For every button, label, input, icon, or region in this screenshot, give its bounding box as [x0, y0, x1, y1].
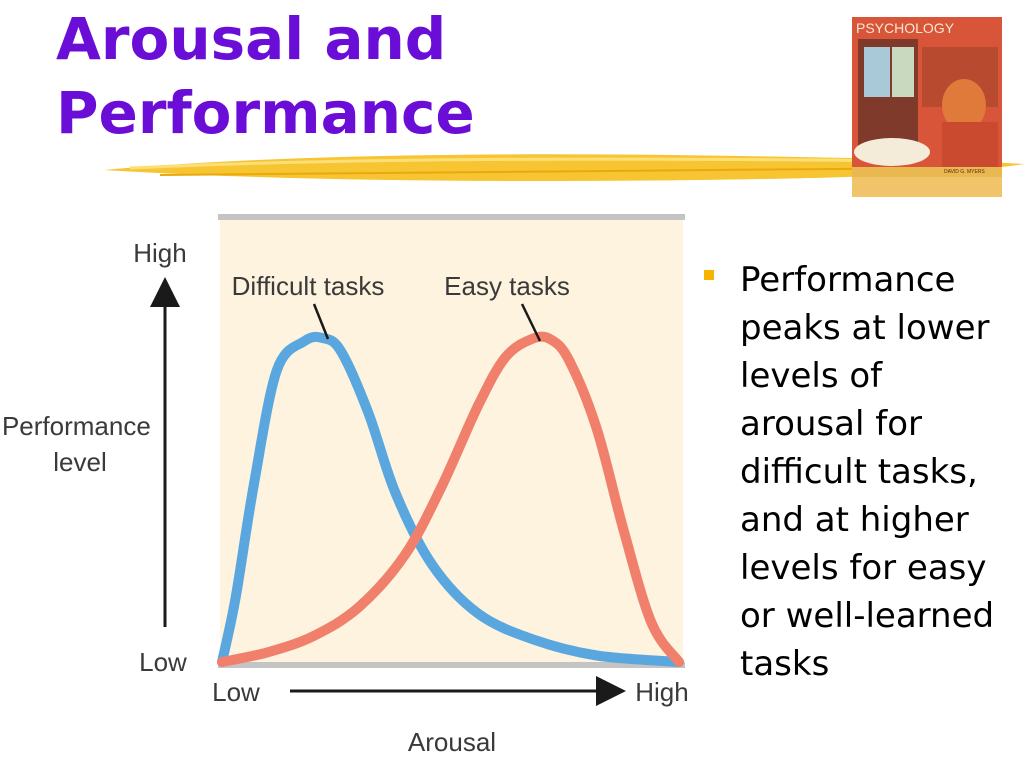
leader-line-difficult — [312, 303, 330, 340]
y-axis-label: Performance level — [2, 411, 158, 477]
square-bullet-icon — [704, 270, 714, 280]
series-label-difficult: Difficult tasks — [232, 271, 385, 301]
series-line-difficult — [217, 331, 684, 667]
arousal-performance-chart: High Low Low High Performance level Arou… — [2, 214, 689, 757]
series-labels: Difficult tasks Easy tasks — [232, 271, 570, 342]
plot-baseline — [218, 662, 685, 668]
y-tick-low: Low — [139, 647, 187, 677]
yellow-brush-stroke — [104, 154, 1024, 181]
y-tick-high: High — [133, 238, 186, 268]
x-tick-low: Low — [212, 677, 260, 707]
book-cover-image: PSYCHOLOGY DAVID G. MYERS — [852, 17, 1002, 197]
book-cover-author: DAVID G. MYERS — [944, 169, 985, 175]
x-axis-label: Arousal — [408, 727, 496, 757]
leader-line-easy — [520, 303, 542, 342]
y-axis-label-line2: level — [53, 447, 106, 477]
y-axis-label-line1: Performance — [2, 411, 151, 441]
series-lines — [217, 331, 684, 667]
plot-top-border — [218, 214, 685, 220]
series-label-easy: Easy tasks — [444, 271, 570, 301]
book-cover-label: PSYCHOLOGY — [856, 20, 955, 36]
series-line-easy — [217, 331, 684, 667]
x-tick-high: High — [635, 677, 688, 707]
bullet-text: Performance peaks at lower levels of aro… — [740, 260, 995, 684]
slide-title: Arousal and Performance — [56, 5, 475, 147]
